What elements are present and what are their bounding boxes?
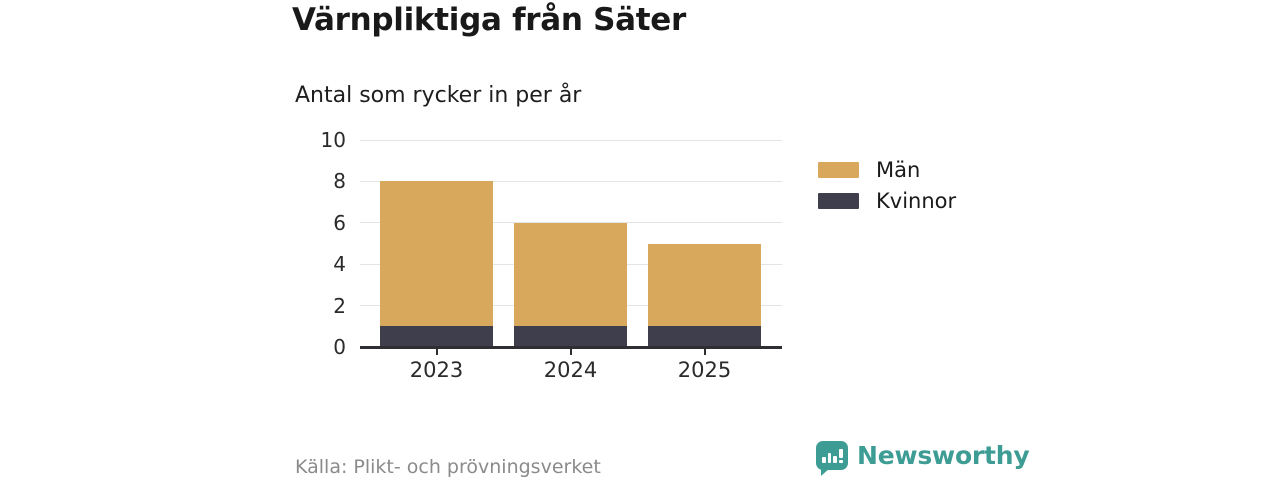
legend-swatch-man [818, 162, 859, 178]
y-axis-tick-label: 2 [333, 293, 346, 318]
x-axis-tick-label: 2025 [677, 358, 732, 382]
legend: Män Kvinnor [818, 158, 957, 224]
bar-segment-kvinnor-2025 [648, 326, 761, 347]
source-caption: Källa: Plikt- och prövningsverket [295, 456, 601, 478]
newsworthy-logo[interactable]: Newsworthy [816, 441, 1030, 476]
y-axis-tick-label: 10 [320, 128, 346, 152]
legend-swatch-kvinnor [818, 193, 859, 209]
bar-chart-icon [822, 446, 844, 463]
y-axis-tick-label: 4 [333, 252, 346, 277]
bar-segment-män-2023 [380, 181, 493, 327]
y-axis-tick-label: 0 [333, 335, 346, 359]
x-axis-line [360, 346, 782, 349]
x-axis-tick [435, 349, 438, 355]
newsworthy-logo-text: Newsworthy [857, 441, 1030, 470]
x-axis-tick-label: 2023 [409, 358, 464, 382]
x-axis-tick [703, 349, 706, 355]
gridline-8 [360, 180, 782, 182]
legend-label-man: Män [876, 158, 921, 182]
bar-segment-män-2024 [514, 222, 627, 327]
legend-label-kvinnor: Kvinnor [876, 189, 957, 213]
newsworthy-logo-icon [816, 441, 848, 476]
gridline-10 [360, 139, 782, 141]
bar-segment-män-2025 [648, 243, 761, 327]
chart-subtitle: Antal som rycker in per år [295, 83, 582, 108]
x-axis-tick-label: 2024 [543, 358, 598, 382]
exclamation-icon [839, 449, 844, 463]
bar-segment-kvinnor-2023 [380, 326, 493, 347]
y-axis-tick-label: 6 [333, 210, 346, 235]
y-axis-tick-label: 8 [333, 169, 346, 194]
x-axis-tick [569, 349, 572, 355]
chart-title: Värnpliktiga från Säter [292, 2, 687, 38]
bar-segment-kvinnor-2024 [514, 326, 627, 347]
speech-bubble-tail [821, 468, 830, 476]
legend-item-man: Män [818, 158, 956, 182]
legend-item-kvinnor: Kvinnor [818, 189, 957, 213]
